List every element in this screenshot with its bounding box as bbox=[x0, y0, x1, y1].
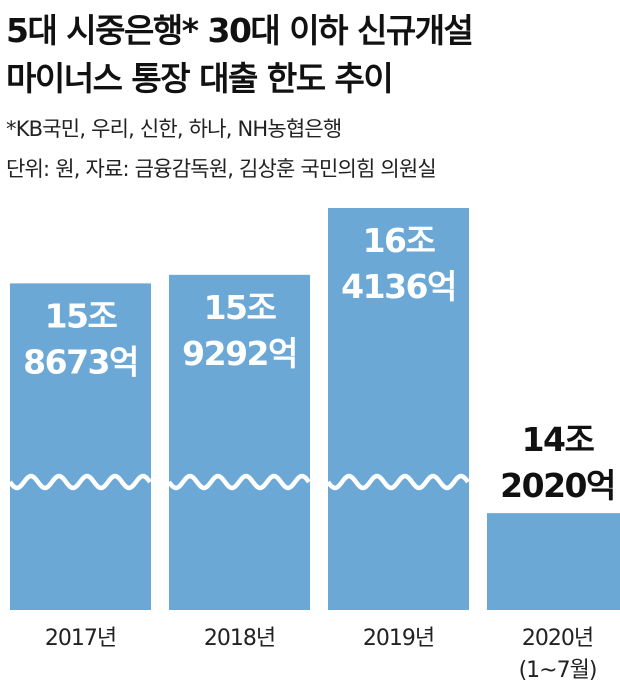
data-label: 8673억 bbox=[23, 342, 138, 381]
bar-group: 14조 2020억 2020년 (1~7월) bbox=[485, 420, 620, 683]
x-tick-label: 2020년 bbox=[522, 626, 593, 651]
axis-break-wave bbox=[167, 473, 311, 491]
axis-break-wave bbox=[485, 473, 620, 491]
data-label: 2020억 bbox=[500, 466, 615, 505]
x-tick-label: 2017년 bbox=[45, 626, 116, 651]
data-label: 14조 bbox=[522, 420, 595, 459]
bar-group: 15조 8673억 2017년 bbox=[8, 283, 152, 651]
data-label: 9292억 bbox=[182, 334, 297, 373]
footnote: *KB국민, 우리, 신한, 하나, NH농협은행 bbox=[6, 117, 342, 141]
chart-title-line-1: 5대 시중은행* 30대 이하 신규개설 bbox=[6, 11, 474, 50]
bar bbox=[10, 283, 151, 610]
x-tick-label: (1~7월) bbox=[519, 658, 597, 683]
data-label: 15조 bbox=[45, 296, 118, 335]
axis-break-wave bbox=[326, 473, 470, 491]
data-label: 4136억 bbox=[341, 267, 456, 306]
chart-title-line-2: 마이너스 통장 대출 한도 추이 bbox=[6, 59, 394, 98]
x-tick-label: 2019년 bbox=[363, 626, 434, 651]
axis-break-wave bbox=[8, 473, 152, 491]
data-label: 16조 bbox=[363, 221, 436, 260]
x-tick-label: 2018년 bbox=[204, 626, 275, 651]
bar-group: 16조 4136억 2019년 bbox=[326, 208, 470, 651]
bar bbox=[328, 208, 469, 610]
source-note: 단위: 원, 자료: 금융감독원, 김상훈 국민의힘 의원실 bbox=[6, 157, 437, 181]
bar bbox=[169, 274, 310, 610]
bar bbox=[487, 513, 620, 610]
bar-group: 15조 9292억 2018년 bbox=[167, 274, 311, 651]
data-label: 15조 bbox=[204, 288, 277, 327]
